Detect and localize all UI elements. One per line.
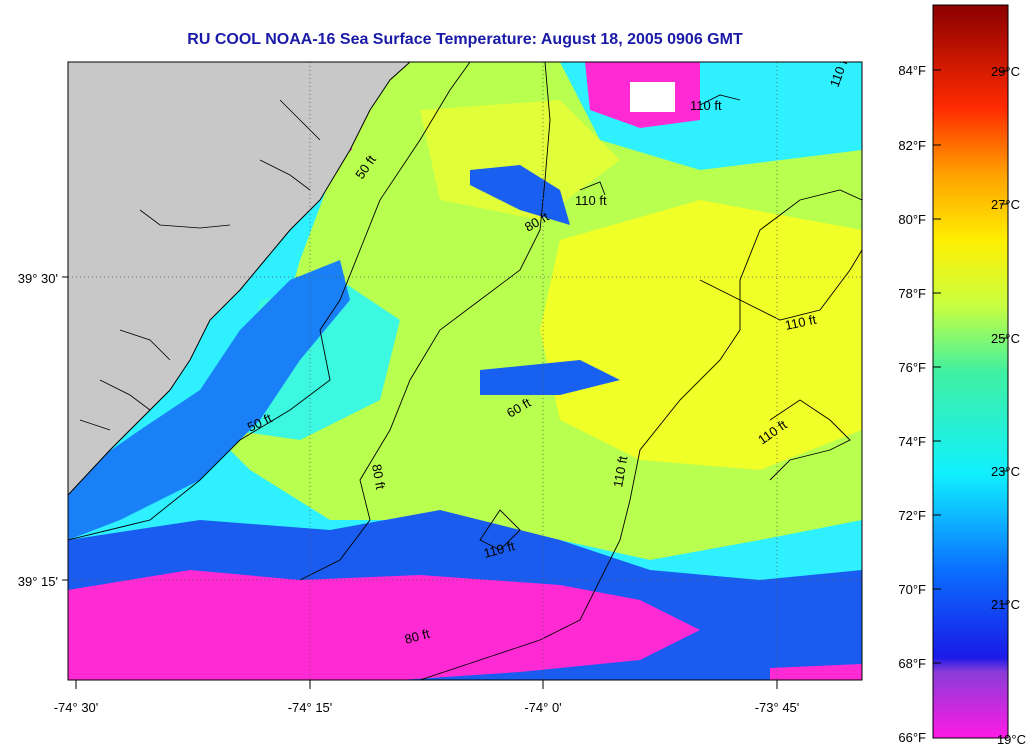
f-label-80: 80°F: [898, 212, 926, 227]
cold-magenta-south-east: [770, 664, 862, 680]
blue-mid-patch: [480, 360, 620, 395]
c-label-25: 25°C: [991, 331, 1020, 346]
yellow-water-north: [420, 100, 620, 220]
land-mass: [68, 62, 410, 495]
contour-label-80ft-mid: 80 ft: [369, 463, 388, 491]
map-title: RU COOL NOAA-16 Sea Surface Temperature:…: [187, 31, 743, 48]
cloud-patch: [630, 82, 675, 112]
c-label-23: 23°C: [991, 464, 1020, 479]
colorbar: [932, 4, 1009, 739]
f-label-74: 74°F: [898, 434, 926, 449]
contour-label-110ft-north: 110 ft: [575, 193, 607, 208]
f-label-84: 84°F: [898, 63, 926, 78]
lat-label-39-15: 39° 15': [18, 574, 58, 589]
contour-label-110ft-center: 110 ft: [610, 454, 630, 488]
depth-contours: [68, 62, 862, 680]
lon-label-74-30: -74° 30': [54, 700, 99, 715]
c-label-19: 19°C: [997, 732, 1026, 747]
yellow-water-region: [540, 200, 862, 470]
f-label-76: 76°F: [898, 360, 926, 375]
coastline: [68, 62, 411, 496]
contour-label-110ft-east: 110 ft: [784, 312, 818, 333]
colorbar-fahrenheit-ticks: [933, 69, 941, 664]
barrier-islands: [79, 99, 321, 431]
lon-label-74-0: -74° 0': [524, 700, 561, 715]
map-border: [67, 61, 863, 681]
contour-label-80ft-south: 80 ft: [403, 626, 432, 647]
map-area: 50 ft 50 ft 80 ft 80 ft 80 ft 60 ft 110 …: [68, 62, 862, 680]
f-label-82: 82°F: [898, 138, 926, 153]
graticule: [68, 62, 862, 680]
lon-label-73-45: -73° 45': [755, 700, 800, 715]
map-ticks: [62, 276, 778, 689]
cool-nearshore-band: [68, 260, 350, 540]
f-label-66: 66°F: [898, 730, 926, 745]
cold-magenta-south: [68, 570, 700, 680]
lon-label-74-15: -74° 15': [288, 700, 333, 715]
c-label-21: 21°C: [991, 597, 1020, 612]
longitude-labels: -74° 30' -74° 15' -74° 0' -73° 45': [54, 700, 800, 715]
f-label-78: 78°F: [898, 286, 926, 301]
c-label-29: 29°C: [991, 64, 1020, 79]
latitude-labels: 39° 30' 39° 15': [18, 271, 58, 589]
colorbar-celsius-labels: 29°C 27°C 25°C 23°C 21°C 19°C: [991, 64, 1026, 747]
blue-north-patch: [470, 165, 570, 225]
f-label-70: 70°F: [898, 582, 926, 597]
contour-label-110ft-northeast: 110 ft: [690, 98, 722, 113]
f-label-68: 68°F: [898, 656, 926, 671]
lat-label-39-30: 39° 30': [18, 271, 58, 286]
f-label-72: 72°F: [898, 508, 926, 523]
colorbar-fahrenheit-labels: 84°F 82°F 80°F 78°F 76°F 74°F 72°F 70°F …: [898, 63, 926, 745]
colorbar-celsius-ticks: [1000, 70, 1008, 605]
c-label-27: 27°C: [991, 197, 1020, 212]
